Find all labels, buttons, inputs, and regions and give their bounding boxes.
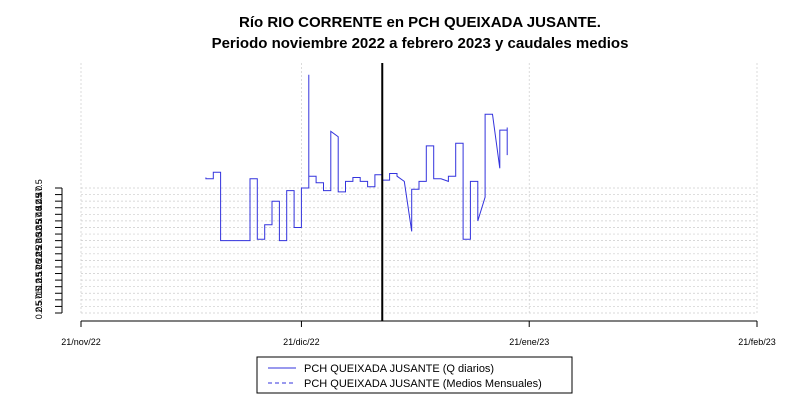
y-tick-label: 35.0 bbox=[34, 212, 44, 230]
chart-title: Río RIO CORRENTE en PCH QUEIXADA JUSANTE… bbox=[239, 14, 601, 31]
chart-subtitle: Periodo noviembre 2022 a febrero 2023 y … bbox=[212, 35, 629, 52]
x-tick-label: 21/nov/22 bbox=[61, 337, 101, 347]
y-tick-label: 7.5 bbox=[34, 287, 44, 300]
grid bbox=[80, 63, 758, 314]
y-tick-label: 25.0 bbox=[34, 238, 44, 256]
y-tick-label: 27.5 bbox=[34, 232, 44, 250]
y-tick-label: 10.0 bbox=[34, 278, 44, 296]
legend-label-medios-mensuales: PCH QUEIXADA JUSANTE (Medios Mensuales) bbox=[304, 378, 542, 390]
y-tick-label: 20.0 bbox=[34, 252, 44, 270]
y-tick-label: 37.5 bbox=[34, 206, 44, 224]
x-axis: 21/nov/22 21/dic/22 21/ene/23 21/feb/23 bbox=[61, 320, 776, 347]
y-tick-label: 30.0 bbox=[34, 225, 44, 243]
legend: PCH QUEIXADA JUSANTE (Q diarios) PCH QUE… bbox=[256, 356, 573, 394]
legend-box bbox=[256, 356, 573, 394]
y-tick-label: 45.0 bbox=[34, 186, 44, 204]
y-tick-label: 17.5 bbox=[34, 258, 44, 276]
y-tick-label: 0.0 bbox=[34, 307, 44, 320]
y-tick-label: 47.5 bbox=[34, 179, 44, 197]
legend-label-q-diarios: PCH QUEIXADA JUSANTE (Q diarios) bbox=[304, 363, 494, 375]
y-tick-label: 5.0 bbox=[34, 294, 44, 307]
y-tick-label: 15.0 bbox=[34, 265, 44, 283]
series-line-0 bbox=[205, 74, 508, 242]
y-tick-label: 12.5 bbox=[34, 271, 44, 289]
y-axis: 0.02.55.07.510.012.515.017.520.022.525.0… bbox=[34, 179, 63, 320]
y-tick-label: 22.5 bbox=[34, 245, 44, 263]
y-tick-label: 40.0 bbox=[34, 199, 44, 217]
x-tick-label: 21/dic/22 bbox=[283, 337, 320, 347]
y-tick-label: 42.5 bbox=[34, 192, 44, 210]
x-tick-label: 21/ene/23 bbox=[509, 337, 549, 347]
series-layer bbox=[205, 74, 508, 242]
y-tick-label: 2.5 bbox=[34, 300, 44, 313]
x-tick-label: 21/feb/23 bbox=[738, 337, 776, 347]
y-tick-label: 32.5 bbox=[34, 219, 44, 237]
